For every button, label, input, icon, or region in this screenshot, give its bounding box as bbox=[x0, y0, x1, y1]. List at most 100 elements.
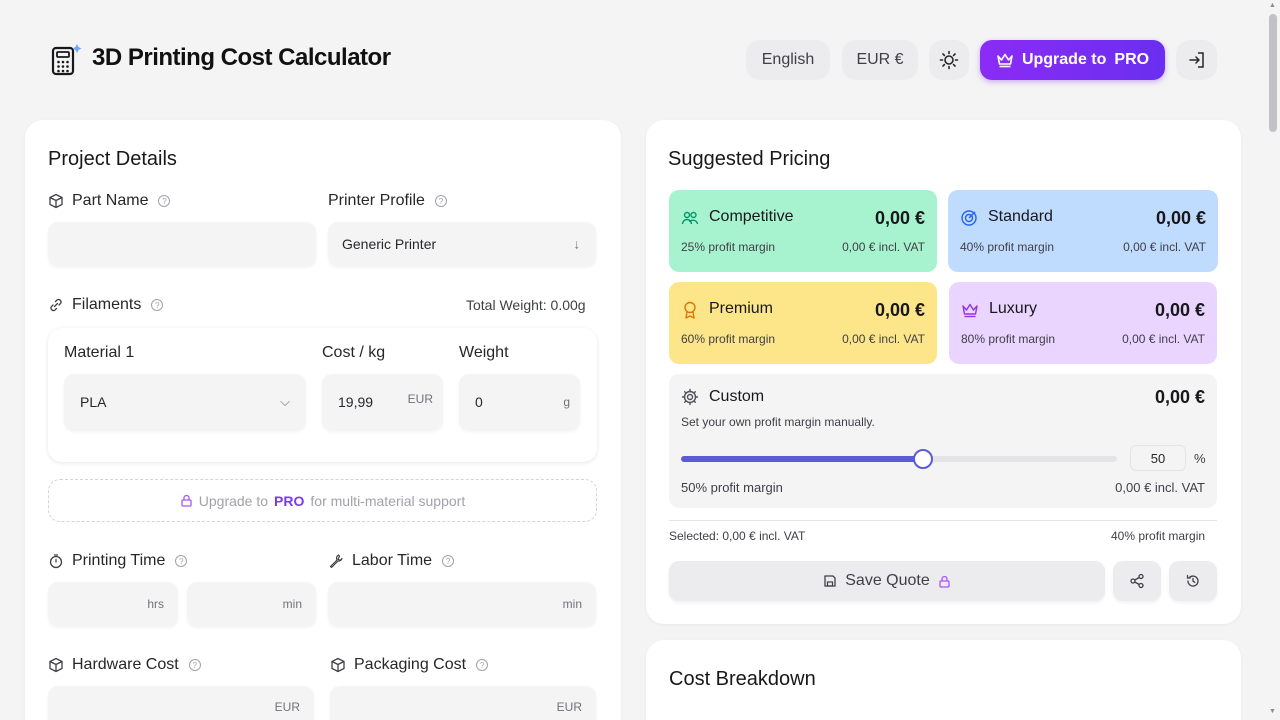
help-icon[interactable]: ? bbox=[476, 659, 489, 671]
theme-toggle-button[interactable] bbox=[929, 40, 969, 80]
project-details-title: Project Details bbox=[48, 148, 177, 170]
chevron-down-icon: ⌵ bbox=[280, 394, 290, 409]
arrow-down-icon: ↓ bbox=[573, 236, 581, 252]
scroll-down-icon[interactable]: ▼ bbox=[1269, 708, 1276, 715]
box-icon bbox=[49, 193, 63, 209]
upgrade-label: Upgrade to bbox=[1021, 51, 1107, 68]
tier-competitive[interactable]: Competitive 0,00 € 25% profit margin 0,0… bbox=[669, 190, 937, 272]
printer-profile-value: Generic Printer bbox=[342, 236, 437, 252]
minutes-unit: min bbox=[282, 597, 302, 611]
material-label: Material 1 bbox=[64, 344, 135, 361]
suggested-pricing-title: Suggested Pricing bbox=[668, 148, 831, 170]
box-icon bbox=[331, 657, 345, 673]
custom-price: 0,00 € bbox=[1154, 387, 1205, 407]
app-title: 3D Printing Cost Calculator bbox=[92, 44, 391, 71]
link-icon bbox=[50, 298, 62, 312]
material-select[interactable]: PLA ⌵ bbox=[64, 374, 306, 430]
lock-icon bbox=[181, 494, 192, 507]
target-icon bbox=[961, 210, 977, 226]
cost-per-kg-input[interactable]: 19,99 EUR bbox=[322, 374, 443, 430]
calculator-icon bbox=[51, 44, 82, 76]
printer-profile-label: Printer Profile ? bbox=[328, 192, 447, 210]
save-quote-label: Save Quote bbox=[845, 572, 930, 589]
printer-profile-select[interactable]: Generic Printer ↓ bbox=[328, 222, 596, 266]
language-button[interactable]: English bbox=[746, 40, 830, 80]
packaging-cost-input[interactable]: EUR bbox=[330, 686, 596, 720]
help-icon[interactable]: ? bbox=[151, 299, 164, 311]
part-name-text: Part Name bbox=[72, 192, 149, 209]
custom-description: Set your own profit margin manually. bbox=[681, 415, 875, 429]
filaments-text: Filaments bbox=[72, 296, 142, 313]
margin-slider-fill bbox=[681, 456, 923, 462]
history-button[interactable] bbox=[1169, 561, 1217, 601]
selected-price: Selected: 0,00 € incl. VAT bbox=[669, 529, 806, 543]
tier-vat: 0,00 € incl. VAT bbox=[842, 240, 925, 254]
share-button[interactable] bbox=[1113, 561, 1161, 601]
multi-prefix: Upgrade to bbox=[198, 492, 269, 509]
tier-vat: 0,00 € incl. VAT bbox=[1122, 332, 1205, 346]
custom-vat: 0,00 € incl. VAT bbox=[1115, 480, 1205, 495]
header: 3D Printing Cost Calculator English EUR … bbox=[0, 0, 1264, 120]
labor-unit: min bbox=[562, 597, 582, 611]
part-name-label: Part Name ? bbox=[48, 192, 171, 210]
custom-pricing[interactable]: Custom 0,00 € Set your own profit margin… bbox=[669, 374, 1217, 508]
filaments-label: Filaments ? bbox=[48, 296, 164, 314]
tier-name: Standard bbox=[988, 208, 1053, 225]
users-icon bbox=[681, 211, 699, 225]
multi-material-upgrade[interactable]: Upgrade to PRO for multi-material suppor… bbox=[48, 479, 597, 522]
labor-time-text: Labor Time bbox=[352, 552, 433, 569]
margin-slider-thumb[interactable] bbox=[913, 449, 933, 469]
hardware-cost-input[interactable]: EUR bbox=[48, 686, 314, 720]
help-icon[interactable]: ? bbox=[158, 195, 171, 207]
labor-time-input[interactable]: min bbox=[328, 582, 596, 626]
help-icon[interactable]: ? bbox=[175, 555, 188, 567]
help-icon[interactable]: ? bbox=[188, 659, 201, 671]
scroll-up-icon[interactable]: ▲ bbox=[1269, 2, 1276, 9]
tier-price: 0,00 € bbox=[874, 300, 925, 320]
part-name-input[interactable] bbox=[48, 222, 316, 266]
cost-breakdown-title: Cost Breakdown bbox=[669, 668, 816, 690]
login-button[interactable] bbox=[1176, 40, 1217, 80]
upgrade-pro-button[interactable]: Upgrade to PRO bbox=[980, 40, 1165, 80]
award-icon bbox=[684, 301, 696, 319]
gear-icon bbox=[681, 388, 699, 406]
hardware-cost-label: Hardware Cost ? bbox=[48, 656, 201, 674]
currency-button[interactable]: EUR € bbox=[842, 40, 918, 80]
login-icon bbox=[1188, 52, 1204, 68]
tier-price: 0,00 € bbox=[1154, 300, 1205, 320]
tier-name: Competitive bbox=[709, 208, 794, 225]
selected-margin: 40% profit margin bbox=[1111, 529, 1206, 543]
save-icon bbox=[824, 575, 836, 587]
page-scrollbar[interactable]: ▲ ▼ bbox=[1266, 0, 1280, 720]
printing-hours-input[interactable]: hrs bbox=[48, 582, 178, 626]
weight-input[interactable]: 0 g bbox=[459, 374, 580, 430]
packaging-cost-text: Packaging Cost bbox=[354, 656, 467, 673]
cost-breakdown-card: Cost Breakdown bbox=[646, 640, 1241, 720]
help-icon[interactable]: ? bbox=[434, 195, 447, 207]
sun-icon bbox=[939, 50, 959, 70]
tier-premium[interactable]: Premium 0,00 € 60% profit margin 0,00 € … bbox=[669, 282, 937, 364]
tier-vat: 0,00 € incl. VAT bbox=[842, 332, 925, 346]
crown-icon bbox=[997, 53, 1013, 68]
weight-label: Weight bbox=[459, 344, 509, 361]
help-icon[interactable]: ? bbox=[442, 555, 455, 567]
total-weight: Total Weight: 0.00g bbox=[466, 297, 586, 313]
tier-vat: 0,00 € incl. VAT bbox=[1123, 240, 1206, 254]
printer-profile-text: Printer Profile bbox=[328, 192, 425, 209]
save-quote-button[interactable]: Save Quote bbox=[669, 561, 1105, 601]
weight-unit: g bbox=[563, 395, 570, 409]
pro-label: PRO bbox=[1114, 51, 1150, 68]
packaging-cost-label: Packaging Cost ? bbox=[330, 656, 489, 674]
packaging-unit: EUR bbox=[556, 700, 582, 714]
custom-name: Custom bbox=[709, 388, 765, 405]
margin-slider-track[interactable] bbox=[681, 456, 1117, 462]
material-value: PLA bbox=[80, 394, 107, 410]
multi-pro: PRO bbox=[274, 492, 305, 509]
share-icon bbox=[1130, 573, 1144, 589]
tier-standard[interactable]: Standard 0,00 € 40% profit margin 0,00 €… bbox=[948, 190, 1218, 272]
tier-luxury[interactable]: Luxury 0,00 € 80% profit margin 0,00 € i… bbox=[949, 282, 1217, 364]
tier-price: 0,00 € bbox=[1155, 208, 1206, 228]
margin-percent-input[interactable]: 50 bbox=[1130, 445, 1186, 471]
printing-minutes-input[interactable]: min bbox=[187, 582, 316, 626]
scroll-thumb[interactable] bbox=[1269, 14, 1277, 132]
